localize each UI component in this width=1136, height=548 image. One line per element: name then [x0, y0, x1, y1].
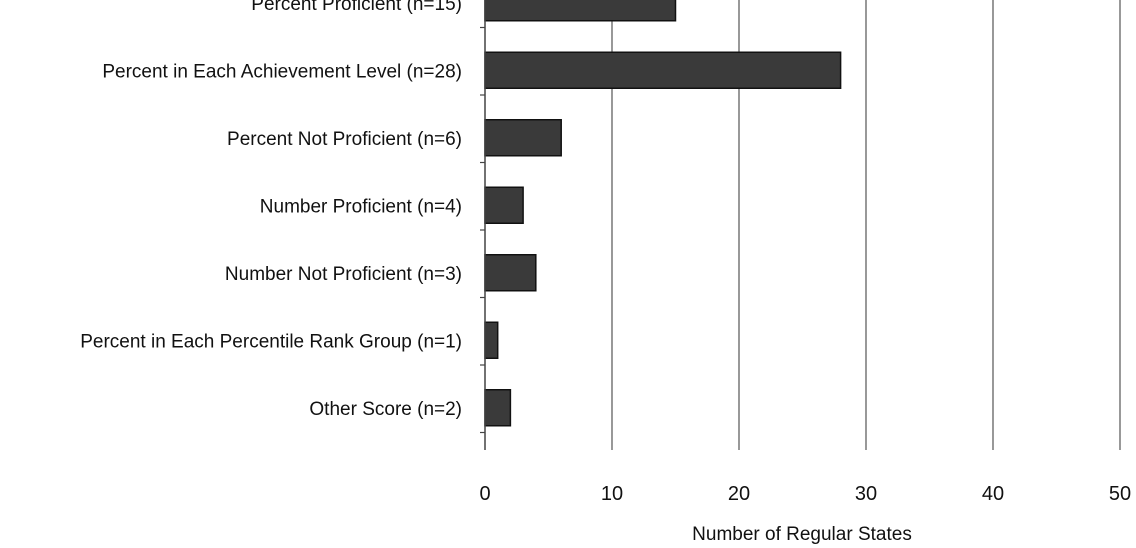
category-label: Percent Not Proficient (n=6) — [227, 129, 462, 150]
category-label: Number Proficient (n=4) — [260, 196, 462, 217]
bar — [484, 186, 524, 224]
bar — [484, 321, 499, 359]
x-tick-label: 40 — [982, 483, 1004, 505]
tick-labels: 0 10 20 30 40 50 — [479, 483, 1131, 505]
category-label: Percent Proficient (n=15) — [251, 0, 462, 15]
category-label: Number Not Proficient (n=3) — [225, 264, 462, 285]
bar — [484, 254, 537, 292]
bar — [484, 119, 562, 157]
bar — [484, 389, 512, 427]
x-tick-label: 50 — [1109, 483, 1131, 505]
x-tick-label: 20 — [728, 483, 750, 505]
category-label: Percent in Each Percentile Rank Group (n… — [80, 331, 462, 352]
x-tick-label: 0 — [479, 483, 490, 505]
bar — [484, 0, 677, 22]
category-label: Percent in Each Achievement Level (n=28) — [102, 61, 462, 82]
category-labels: Percent Proficient (n=15) Percent in Each… — [80, 0, 462, 420]
category-label: Other Score (n=2) — [309, 399, 462, 420]
bar — [484, 51, 842, 89]
axes — [480, 0, 486, 450]
x-axis-title: Number of Regular States — [692, 524, 912, 545]
bars — [484, 0, 842, 427]
x-tick-label: 10 — [601, 483, 623, 505]
x-tick-label: 30 — [855, 483, 877, 505]
